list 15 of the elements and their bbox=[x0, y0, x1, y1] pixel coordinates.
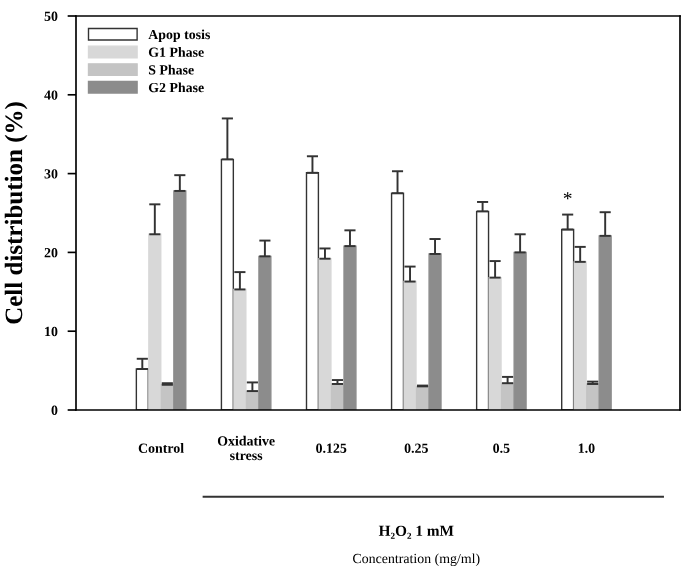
bar bbox=[428, 253, 442, 410]
bar bbox=[173, 190, 187, 410]
bar bbox=[586, 383, 600, 410]
bar bbox=[233, 288, 247, 410]
bar bbox=[488, 276, 502, 410]
bar bbox=[573, 261, 587, 410]
bar bbox=[148, 233, 162, 410]
bar bbox=[403, 280, 417, 410]
bar bbox=[343, 245, 357, 410]
bar bbox=[598, 235, 612, 410]
y-axis-title: Cell distribution (%) bbox=[4, 102, 28, 324]
bar bbox=[513, 251, 527, 410]
bar bbox=[258, 255, 272, 410]
annotation: * bbox=[563, 192, 572, 200]
bar bbox=[318, 258, 332, 410]
